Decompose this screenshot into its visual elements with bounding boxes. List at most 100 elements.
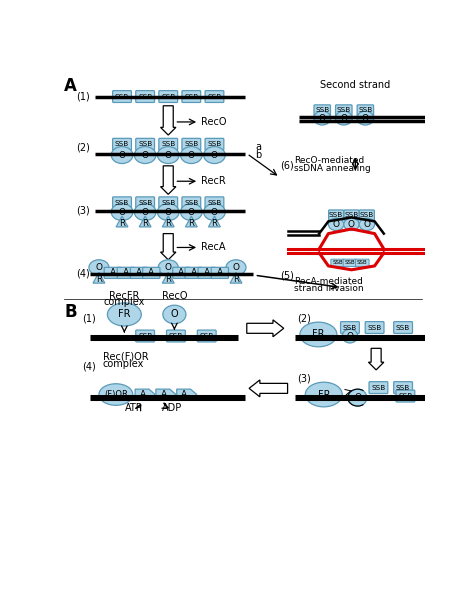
Polygon shape: [116, 216, 128, 227]
FancyBboxPatch shape: [344, 210, 359, 220]
FancyBboxPatch shape: [336, 105, 352, 116]
Text: A: A: [204, 269, 210, 277]
Text: SSB: SSB: [360, 212, 374, 218]
Text: A: A: [178, 269, 184, 277]
Text: O: O: [364, 220, 370, 229]
Text: SSB: SSB: [138, 94, 152, 100]
Ellipse shape: [204, 147, 225, 163]
Text: SSB: SSB: [200, 333, 214, 339]
Text: O: O: [118, 151, 126, 160]
Text: RecO: RecO: [162, 291, 187, 301]
Text: (4): (4): [82, 362, 96, 372]
Ellipse shape: [335, 111, 352, 125]
Ellipse shape: [359, 218, 374, 231]
Ellipse shape: [111, 147, 133, 163]
Text: O: O: [188, 207, 195, 217]
Text: O: O: [340, 114, 347, 122]
Text: FR: FR: [318, 389, 330, 400]
Text: SSB: SSB: [138, 141, 152, 147]
FancyBboxPatch shape: [394, 322, 412, 334]
Ellipse shape: [157, 204, 179, 220]
Text: R: R: [233, 275, 239, 284]
Text: SSB: SSB: [398, 393, 412, 399]
Text: SSB: SSB: [367, 324, 382, 330]
FancyBboxPatch shape: [343, 259, 357, 267]
FancyBboxPatch shape: [130, 267, 147, 278]
Ellipse shape: [99, 384, 133, 405]
FancyBboxPatch shape: [136, 197, 155, 209]
FancyBboxPatch shape: [365, 322, 384, 334]
FancyBboxPatch shape: [340, 322, 359, 334]
Text: SSB: SSB: [138, 200, 152, 206]
Text: SSB: SSB: [115, 94, 129, 100]
FancyBboxPatch shape: [396, 390, 415, 402]
Ellipse shape: [181, 204, 202, 220]
Text: O: O: [232, 263, 239, 272]
FancyBboxPatch shape: [211, 267, 228, 278]
Ellipse shape: [134, 204, 156, 220]
Ellipse shape: [204, 204, 225, 220]
FancyBboxPatch shape: [205, 91, 224, 102]
FancyBboxPatch shape: [369, 382, 388, 394]
Text: O: O: [165, 263, 172, 272]
Text: SSB: SSB: [345, 260, 356, 266]
Polygon shape: [185, 216, 197, 227]
Ellipse shape: [342, 329, 358, 343]
Ellipse shape: [357, 111, 374, 125]
FancyBboxPatch shape: [205, 138, 224, 150]
Ellipse shape: [314, 111, 331, 125]
Polygon shape: [93, 272, 105, 283]
Polygon shape: [162, 272, 174, 283]
Text: O: O: [142, 207, 149, 217]
Ellipse shape: [305, 382, 342, 407]
Ellipse shape: [111, 204, 133, 220]
Ellipse shape: [108, 303, 141, 326]
FancyBboxPatch shape: [357, 105, 374, 116]
Text: R: R: [165, 275, 171, 284]
Text: O: O: [165, 207, 172, 217]
FancyBboxPatch shape: [314, 105, 330, 116]
Text: SSB: SSB: [161, 94, 175, 100]
Text: SSB: SSB: [207, 94, 221, 100]
Text: b: b: [255, 150, 262, 160]
Text: (4): (4): [76, 269, 90, 278]
Polygon shape: [135, 389, 155, 400]
FancyBboxPatch shape: [117, 267, 135, 278]
FancyArrow shape: [368, 348, 384, 370]
Text: complex: complex: [103, 359, 144, 369]
Text: A: A: [123, 269, 129, 277]
Text: A: A: [64, 76, 77, 94]
Text: SSB: SSB: [169, 333, 183, 339]
Text: R: R: [211, 219, 218, 228]
FancyBboxPatch shape: [113, 91, 131, 102]
Text: FR: FR: [118, 310, 131, 319]
FancyBboxPatch shape: [136, 138, 155, 150]
Text: O: O: [142, 151, 149, 160]
Text: A: A: [110, 269, 116, 277]
Text: R: R: [165, 219, 171, 228]
Text: SSB: SSB: [161, 141, 175, 147]
FancyArrow shape: [161, 106, 176, 135]
Text: RecFR: RecFR: [109, 291, 139, 301]
Text: RecO-mediated: RecO-mediated: [294, 156, 364, 165]
FancyBboxPatch shape: [197, 330, 216, 342]
Text: A: A: [140, 390, 146, 399]
Text: SSB: SSB: [115, 141, 129, 147]
FancyBboxPatch shape: [159, 138, 178, 150]
FancyBboxPatch shape: [328, 210, 344, 220]
Text: SSB: SSB: [207, 200, 221, 206]
FancyBboxPatch shape: [136, 330, 155, 342]
Text: complex: complex: [104, 297, 145, 307]
Text: R: R: [142, 219, 148, 228]
Text: O: O: [211, 207, 218, 217]
FancyBboxPatch shape: [182, 197, 201, 209]
Text: RecR: RecR: [201, 176, 226, 186]
FancyBboxPatch shape: [356, 259, 369, 267]
Polygon shape: [230, 272, 242, 283]
Ellipse shape: [134, 147, 156, 163]
FancyBboxPatch shape: [331, 259, 345, 267]
Text: O: O: [95, 263, 102, 272]
Text: SSB: SSB: [207, 141, 221, 147]
FancyBboxPatch shape: [104, 267, 121, 278]
Text: SSB: SSB: [343, 324, 357, 330]
